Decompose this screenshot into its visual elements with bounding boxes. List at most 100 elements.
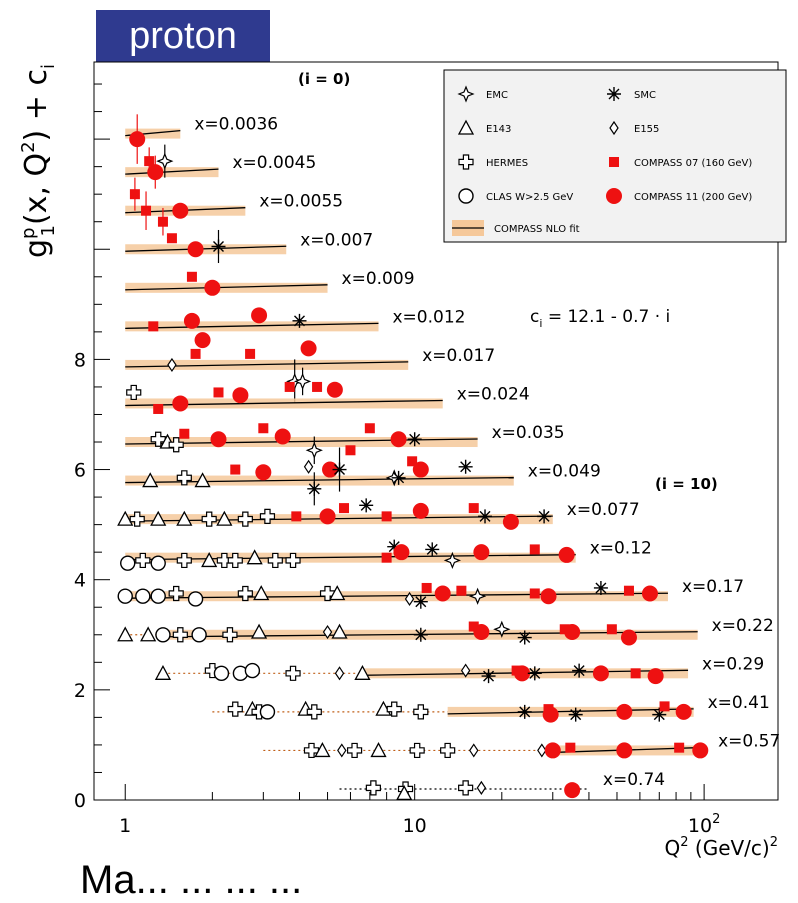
legend-entry-label: E143 [486, 124, 511, 135]
bin-label: x=0.049 [528, 462, 601, 482]
circle-marker [259, 704, 276, 720]
asterisk-marker [413, 627, 428, 642]
square-marker [129, 189, 140, 200]
dot-marker [502, 513, 519, 530]
bin-label: x=0.012 [393, 307, 466, 327]
square-marker [565, 742, 576, 753]
diamond-marker [469, 743, 479, 758]
y-title-rest-end: ) + c [19, 69, 54, 141]
square-marker [141, 205, 152, 216]
x-tick-label: 102 [688, 812, 720, 837]
y-tick-label: 2 [74, 680, 86, 702]
cross-marker [172, 627, 188, 643]
dot-marker [326, 381, 343, 398]
bin-label: x=0.12 [590, 539, 652, 559]
square-marker [421, 582, 432, 593]
dot-marker [232, 387, 249, 404]
dot-marker [564, 624, 581, 641]
asterisk-marker [517, 704, 532, 719]
dot-marker [172, 395, 189, 412]
dot-marker [558, 546, 575, 563]
dot-marker [274, 428, 291, 445]
diamond-marker [460, 663, 471, 678]
nlo-fit-line [125, 168, 219, 175]
bin-label: x=0.007 [300, 230, 373, 250]
star4-marker [469, 587, 487, 605]
x-title-unit: (GeV/c) [689, 836, 770, 860]
bin-label: x=0.0036 [194, 115, 278, 135]
y-tick-label: 4 [74, 570, 86, 592]
dot-marker [322, 461, 339, 478]
triangle-marker [154, 664, 172, 680]
circle-marker [458, 188, 474, 204]
circle-marker [117, 588, 133, 604]
cross-marker [409, 742, 425, 759]
circle-marker [120, 555, 136, 571]
cross-marker [285, 552, 301, 569]
diamond-marker [537, 743, 547, 758]
x-title-sup: 2 [680, 835, 688, 850]
cross-marker [440, 742, 456, 759]
dot-marker [616, 742, 633, 759]
asterisk-marker [568, 707, 583, 722]
bin-label: x=0.17 [682, 577, 744, 597]
circle-marker [155, 627, 171, 643]
dot-marker [412, 502, 429, 519]
square-marker [364, 423, 375, 434]
asterisk-marker [407, 432, 422, 447]
x-tick-label-base: 1 [119, 815, 131, 837]
y-tick-label: 8 [74, 349, 86, 371]
diamond-marker [167, 357, 177, 372]
dot-marker [172, 202, 189, 219]
dot-marker [434, 585, 451, 602]
y-title-sub: 1 [38, 225, 59, 236]
asterisk-marker [481, 669, 496, 684]
square-marker [606, 624, 617, 635]
bin-label: x=0.077 [567, 500, 640, 520]
x-title-unit-sup: 2 [770, 835, 778, 850]
square-marker [312, 381, 323, 392]
square-marker [153, 403, 164, 414]
triangle-marker [354, 664, 371, 680]
triangle-marker [142, 472, 159, 488]
square-marker [284, 381, 295, 392]
square-marker [381, 552, 392, 563]
diamond-marker [322, 624, 333, 640]
square-marker [144, 156, 155, 167]
dot-marker [204, 279, 221, 296]
dot-marker [183, 312, 200, 329]
dot-marker [473, 544, 490, 561]
square-marker [291, 511, 302, 522]
nlo-fit-line [125, 284, 328, 291]
legend-entry-label: COMPASS NLO fit [494, 224, 580, 235]
legend-entry-label: CLAS W>2.5 GeV [486, 192, 573, 203]
proton-badge: proton [96, 10, 270, 62]
asterisk-marker [307, 481, 322, 496]
triangle-marker [201, 552, 218, 568]
offset-formula: ci = 12.1 - 0.7 · i [530, 307, 670, 330]
bin-label: x=0.035 [492, 423, 565, 443]
cross-marker [204, 662, 220, 679]
square-marker [186, 271, 197, 282]
asterisk-marker [332, 462, 347, 477]
dot-marker [251, 307, 268, 324]
slide-footer-text: Ma... ... ... ... [80, 858, 303, 902]
figure-page: proton 1 10 102 0 2 4 6 8 gp1(x, Q2) + ci Q2 (GeV… [18, 10, 787, 902]
legend-entry-label: E155 [634, 124, 659, 135]
triangle-marker [194, 472, 211, 488]
dot-marker [473, 624, 490, 641]
nlo-fit-line [125, 245, 287, 252]
cross-marker [201, 511, 217, 527]
dot-marker [542, 706, 559, 723]
cross-marker [237, 585, 253, 602]
diamond-marker [303, 459, 314, 474]
star4-marker [443, 551, 462, 570]
dot-marker [641, 585, 658, 602]
triangle-marker [246, 549, 263, 565]
triangle-marker [117, 510, 134, 526]
square-marker [529, 544, 540, 555]
square-marker [345, 445, 356, 456]
y-title-sup: p [18, 228, 39, 239]
diamond-marker [609, 120, 619, 136]
